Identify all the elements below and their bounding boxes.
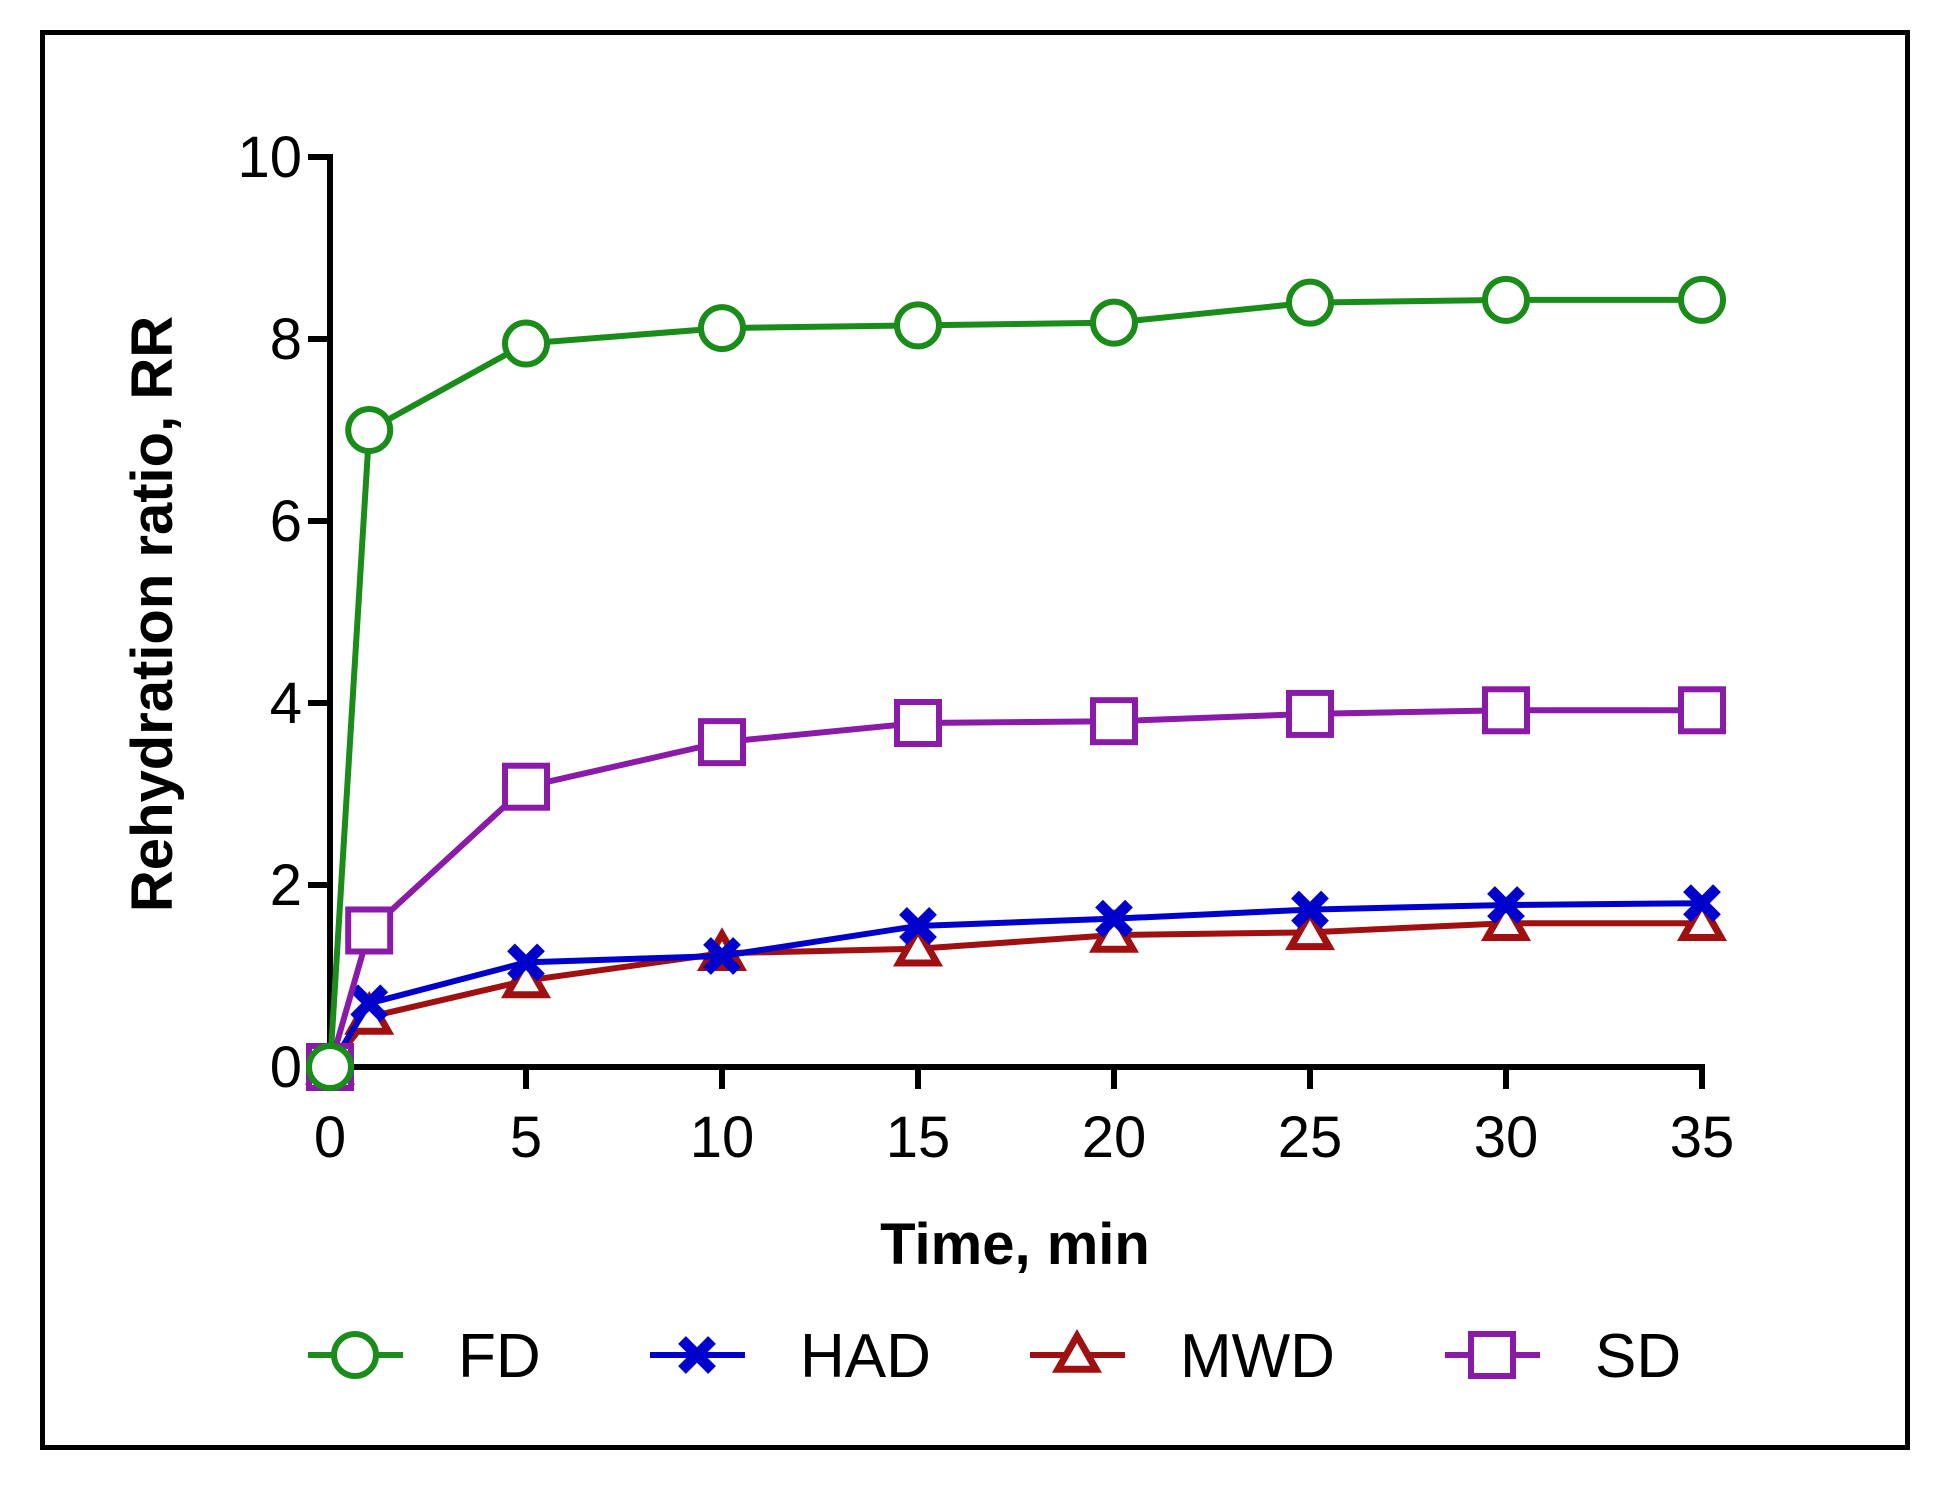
- y-tick-label: 10: [237, 125, 302, 190]
- y-tick-label: 8: [270, 307, 302, 372]
- legend: FD HAD MWD SD: [308, 1322, 1681, 1391]
- x-tick-label: 0: [314, 1105, 346, 1170]
- legend-label: HAD: [800, 1322, 931, 1391]
- x-tick-label: 30: [1474, 1105, 1539, 1170]
- data-point-sd: [1286, 689, 1334, 738]
- legend-item-mwd: MWD: [1030, 1322, 1335, 1391]
- data-point-fd: [894, 301, 942, 350]
- legend-item-sd: SD: [1445, 1322, 1681, 1391]
- data-point-had: [899, 907, 937, 945]
- axes: 0 2 4 6 8 10 0 5 10 15 20 25 30 35: [237, 125, 1734, 1170]
- x-axis-title: Time, min: [880, 1212, 1150, 1277]
- data-point-sd: [1482, 686, 1530, 735]
- data-point-had: [507, 943, 545, 982]
- legend-label: FD: [458, 1322, 541, 1391]
- y-axis-title: Rehydration ratio, RR: [120, 316, 185, 912]
- legend-label: MWD: [1180, 1322, 1335, 1391]
- legend-marker: [1051, 1328, 1103, 1373]
- x-tick-label: 15: [886, 1105, 951, 1170]
- data-point-fd: [1678, 275, 1726, 324]
- data-point-fd: [1482, 275, 1530, 324]
- data-point-had: [1095, 899, 1133, 938]
- data-point-fd: [502, 319, 550, 368]
- y-tick-label: 0: [270, 1035, 302, 1100]
- data-point-mwd: [1284, 906, 1336, 951]
- series-sd: [306, 686, 1726, 1091]
- y-tick-label: 2: [270, 853, 302, 918]
- data-point-had: [350, 984, 389, 1023]
- series-fd: [306, 275, 1726, 1091]
- data-point-mwd: [1676, 897, 1728, 941]
- y-tick-label: 6: [270, 489, 302, 554]
- data-point-fd: [1286, 278, 1334, 327]
- data-point-fd: [345, 406, 394, 454]
- data-point-fd: [698, 304, 746, 353]
- series-layer: [304, 275, 1728, 1091]
- legend-item-fd: FD: [308, 1322, 541, 1391]
- data-point-had: [703, 937, 741, 975]
- x-tick-label: 10: [690, 1105, 755, 1170]
- data-point-sd: [894, 699, 942, 748]
- x-tick-label: 5: [510, 1105, 542, 1170]
- x-tick-label: 25: [1278, 1105, 1343, 1170]
- y-tick-label: 4: [270, 671, 302, 736]
- data-point-sd: [1090, 697, 1138, 746]
- data-point-sd: [698, 718, 746, 767]
- x-tick-label: 20: [1082, 1105, 1147, 1170]
- legend-item-had: HAD: [650, 1322, 931, 1391]
- data-point-mwd: [892, 922, 944, 967]
- data-point-sd: [502, 762, 550, 811]
- data-point-had: [1683, 884, 1721, 923]
- data-point-sd: [345, 906, 394, 955]
- legend-marker: [331, 1331, 379, 1379]
- data-point-sd: [1678, 686, 1726, 735]
- data-point-fd: [306, 1043, 354, 1091]
- data-point-had: [1487, 886, 1525, 924]
- series-mwd: [304, 897, 1728, 1085]
- legend-marker: [1468, 1331, 1516, 1379]
- x-tick-label: 35: [1670, 1105, 1735, 1170]
- legend-label: SD: [1595, 1322, 1681, 1391]
- data-point-had: [1291, 890, 1329, 929]
- data-point-fd: [1090, 298, 1138, 347]
- legend-marker: [678, 1336, 716, 1374]
